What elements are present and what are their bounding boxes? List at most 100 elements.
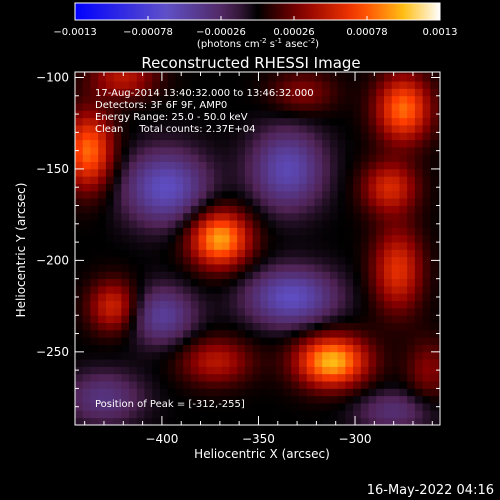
heatmap-cell bbox=[345, 264, 354, 272]
heatmap-cell bbox=[136, 293, 145, 302]
heatmap-cell bbox=[414, 373, 424, 382]
heatmap-cell bbox=[206, 117, 215, 126]
heatmap-cell bbox=[136, 242, 145, 250]
heatmap-cell bbox=[82, 190, 91, 199]
heatmap-cell bbox=[113, 242, 122, 250]
heatmap-cell bbox=[144, 205, 153, 214]
heatmap-cell bbox=[283, 366, 292, 375]
heatmap-cell bbox=[268, 293, 277, 302]
heatmap-cell bbox=[159, 81, 169, 89]
heatmap-cell bbox=[237, 161, 246, 170]
heatmap-cell bbox=[198, 139, 207, 148]
heatmap-cell bbox=[414, 81, 424, 89]
heatmap-cell bbox=[299, 72, 308, 75]
heatmap-cell bbox=[229, 351, 238, 360]
heatmap-cell bbox=[368, 278, 377, 287]
heatmap-cell bbox=[260, 103, 269, 111]
heatmap-cell bbox=[329, 410, 339, 419]
heatmap-cell bbox=[391, 293, 400, 302]
heatmap-cell bbox=[121, 403, 130, 411]
heatmap-cell bbox=[275, 234, 284, 243]
heatmap-cell bbox=[360, 271, 369, 280]
heatmap-cell bbox=[175, 176, 184, 184]
heatmap-cell bbox=[121, 168, 130, 177]
heatmap-cell bbox=[383, 329, 393, 338]
heatmap-cell bbox=[438, 176, 441, 184]
heatmap-cell bbox=[283, 139, 292, 148]
heatmap-cell bbox=[383, 146, 393, 155]
heatmap-cell bbox=[399, 81, 408, 89]
heatmap-cell bbox=[414, 183, 424, 192]
heatmap-cell bbox=[183, 381, 192, 389]
heatmap-cell bbox=[214, 264, 223, 272]
heatmap-cell bbox=[422, 198, 431, 206]
heatmap-cell bbox=[275, 315, 284, 323]
heatmap-cell bbox=[376, 359, 385, 367]
heatmap-cell bbox=[229, 73, 238, 82]
heatmap-cell bbox=[314, 388, 323, 397]
heatmap-cell bbox=[75, 410, 84, 419]
heatmap-cell bbox=[314, 72, 323, 75]
heatmap-cell bbox=[391, 373, 400, 382]
heatmap-cell bbox=[322, 293, 331, 302]
heatmap-cell bbox=[198, 403, 207, 411]
heatmap-cell bbox=[144, 329, 153, 338]
heatmap-cell bbox=[198, 242, 207, 250]
heatmap-cell bbox=[291, 132, 300, 141]
heatmap-cell bbox=[113, 315, 122, 323]
heatmap-cell bbox=[190, 95, 199, 104]
heatmap-cell bbox=[252, 132, 261, 141]
heatmap-cell bbox=[229, 417, 238, 426]
heatmap-cell bbox=[159, 403, 169, 411]
heatmap-cell bbox=[229, 293, 238, 302]
heatmap-cell bbox=[237, 307, 246, 316]
heatmap-cell bbox=[121, 183, 130, 192]
heatmap-cell bbox=[244, 212, 254, 221]
heatmap-cell bbox=[121, 190, 130, 199]
heatmap-cell bbox=[322, 366, 331, 375]
heatmap-cell bbox=[121, 381, 130, 389]
heatmap-cell bbox=[206, 344, 215, 353]
heatmap-cell bbox=[291, 351, 300, 360]
heatmap-cell bbox=[129, 176, 138, 184]
heatmap-cell bbox=[175, 337, 184, 345]
heatmap-cell bbox=[129, 278, 138, 287]
heatmap-cell bbox=[98, 190, 107, 199]
heatmap-cell bbox=[206, 322, 215, 331]
heatmap-cell bbox=[329, 132, 339, 141]
heatmap-cell bbox=[407, 249, 416, 258]
heatmap-cell bbox=[221, 366, 230, 375]
heatmap-cell bbox=[167, 72, 176, 75]
heatmap-cell bbox=[144, 249, 153, 258]
heatmap-cell bbox=[376, 103, 385, 111]
heatmap-cell bbox=[98, 278, 107, 287]
heatmap-cell bbox=[314, 307, 323, 316]
heatmap-cell bbox=[268, 366, 277, 375]
heatmap-cell bbox=[113, 190, 122, 199]
heatmap-cell bbox=[175, 103, 184, 111]
heatmap-cell bbox=[360, 293, 369, 302]
heatmap-cell bbox=[337, 373, 346, 382]
heatmap-cell bbox=[283, 329, 292, 338]
heatmap-cell bbox=[75, 322, 84, 331]
heatmap-cell bbox=[329, 337, 339, 345]
heatmap-cell bbox=[438, 227, 441, 236]
heatmap-cell bbox=[244, 410, 254, 419]
heatmap-cell bbox=[159, 146, 169, 155]
heatmap-cell bbox=[314, 227, 323, 236]
heatmap-cell bbox=[368, 315, 377, 323]
heatmap-cell bbox=[337, 293, 346, 302]
heatmap-cell bbox=[198, 256, 207, 265]
heatmap-cell bbox=[322, 329, 331, 338]
heatmap-cell bbox=[167, 168, 176, 177]
heatmap-cell bbox=[391, 125, 400, 133]
heatmap-cell bbox=[129, 161, 138, 170]
heatmap-cell bbox=[152, 81, 161, 89]
heatmap-cell bbox=[322, 381, 331, 389]
heatmap-cell bbox=[105, 161, 115, 170]
heatmap-cell bbox=[383, 373, 393, 382]
heatmap-cell bbox=[167, 278, 176, 287]
heatmap-cell bbox=[399, 190, 408, 199]
heatmap-cell bbox=[329, 329, 339, 338]
heatmap-cell bbox=[82, 329, 91, 338]
